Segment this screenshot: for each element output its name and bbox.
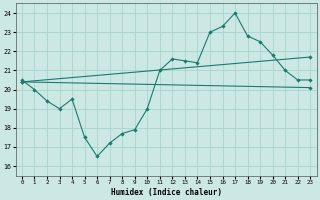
X-axis label: Humidex (Indice chaleur): Humidex (Indice chaleur): [111, 188, 221, 197]
